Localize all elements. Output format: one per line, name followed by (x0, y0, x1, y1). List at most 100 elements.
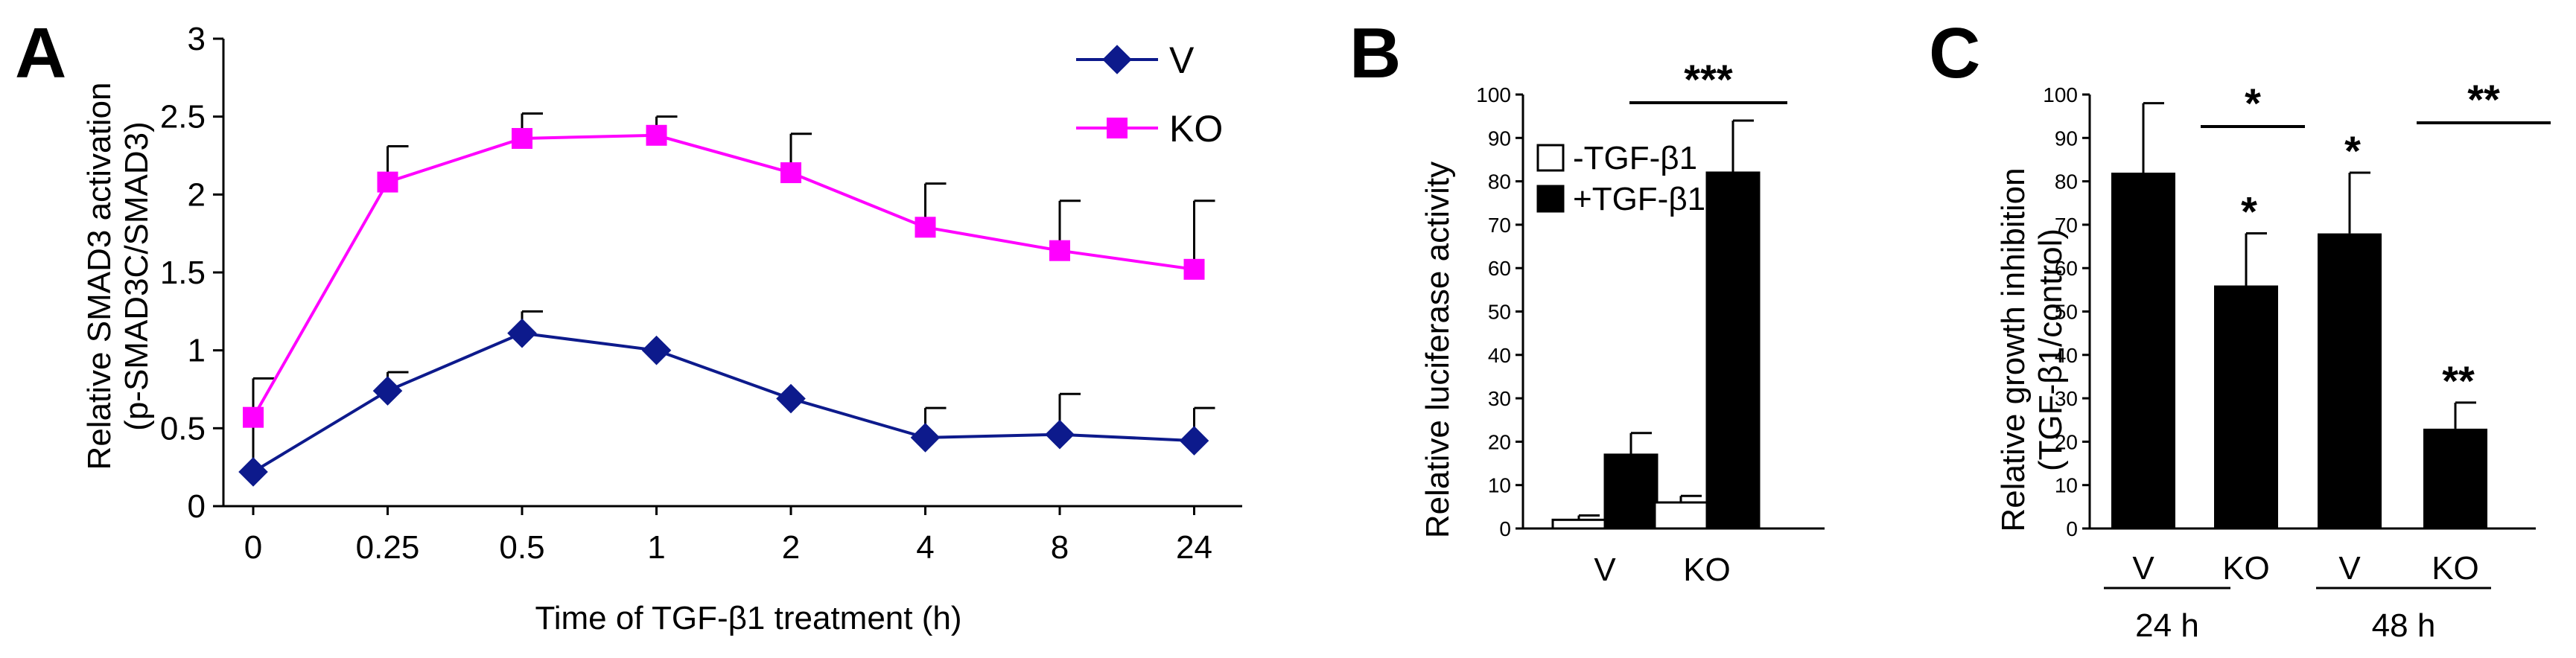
panel-a-xtick-label: 2 (782, 529, 800, 566)
panel-c-ytick-label: 10 (2055, 474, 2078, 497)
panel-a-point-v (507, 318, 537, 348)
panel-c-bar-star: * (2241, 188, 2257, 235)
panel-b-ytick-label: 80 (1488, 170, 1511, 194)
panel-a-point-ko (915, 217, 936, 238)
panel-a-point-ko (1183, 258, 1205, 280)
panel-c-ytick-label: 70 (2055, 214, 2078, 237)
panel-a-point-v (910, 423, 941, 453)
panel-a-legend: V KO (1076, 39, 1223, 150)
panel-a-point-v (1179, 426, 1209, 456)
panel-c-ytick-label: 60 (2055, 257, 2078, 280)
panel-b-ytick-label: 20 (1488, 430, 1511, 453)
panel-a-xtick-label: 8 (1051, 529, 1069, 566)
panel-letter-c: C (1929, 13, 1980, 93)
panel-a-point-v (238, 457, 268, 487)
panel-a-ytick-label: 2 (188, 176, 206, 213)
legend-v-marker (1102, 45, 1132, 74)
panel-c-ytick-label: 20 (2055, 430, 2078, 453)
panel-c-bar-star: * (2344, 127, 2361, 174)
panel-c-significance-stars: ** (2467, 76, 2500, 123)
panel-b-ytick-label: 10 (1488, 474, 1511, 497)
panel-a-point-ko (1049, 240, 1070, 261)
panel-b-bar-v-plus (1603, 453, 1659, 530)
panel-b-ytick-label: 40 (1488, 344, 1511, 367)
legend-plus-tgf-box (1536, 185, 1565, 213)
panel-c-category-label: V (2132, 550, 2154, 587)
panel-b-bar-v-minus (1551, 518, 1606, 530)
panel-a-xtick-label: 0.25 (356, 529, 420, 566)
panel-c-ytick-label: 80 (2055, 170, 2078, 194)
panel-a-ytick-label: 0.5 (160, 410, 206, 447)
panel-b-legend: -TGF-β1 +TGF-β1 (1536, 140, 1705, 217)
panel-c-significance-stars: * (2245, 80, 2261, 127)
panel-a-series-v-line (252, 331, 1195, 473)
panel-b-ytick-label: 0 (1499, 517, 1511, 540)
panel-a-ytick-label: 1 (188, 333, 206, 369)
panel-b-ytick-label: 30 (1488, 387, 1511, 410)
panel-b-ytick-label: 60 (1488, 257, 1511, 280)
panel-c-bar-star: ** (2442, 357, 2475, 404)
legend-ko-label: KO (1169, 108, 1223, 150)
panel-a-xtick-label: 0 (244, 529, 262, 566)
panel-b-ytick-label: 70 (1488, 214, 1511, 237)
panel-c-category-label: V (2338, 550, 2361, 587)
panel-letter-b: B (1349, 13, 1401, 93)
panel-c-bar-ko (2214, 285, 2278, 528)
legend-v-label: V (1169, 39, 1195, 81)
panel-a-ylabel-line2: (p-SMAD3C/SMAD3) (118, 121, 155, 431)
panel-c-group-label: 48 h (2372, 607, 2436, 644)
panel-c-category-label: KO (2222, 550, 2270, 587)
panel-a-ytick-label: 1.5 (160, 255, 206, 291)
panel-c-ytick-label: 50 (2055, 301, 2078, 324)
panel-a-xlabel: Time of TGF-β1 treatment (h) (535, 600, 962, 636)
panel-a-point-v (641, 335, 672, 365)
panel-c-bar-v (2318, 233, 2382, 528)
panel-a-line-chart: 00.511.522.53 0 0.25 0.5 1 2 4 8 24 Relative SM… (81, 21, 1242, 636)
panel-a-ylabel-line1: Relative SMAD3 activation (81, 83, 118, 470)
panel-a-point-v (1045, 419, 1075, 450)
panel-b-significance-stars: *** (1684, 56, 1733, 103)
legend-ko-marker (1107, 118, 1128, 138)
panel-c-ylabel-line1: Relative growth inhibition (1995, 167, 2032, 531)
panel-c-ytick-label: 0 (2066, 517, 2078, 540)
panel-a-point-ko (243, 406, 264, 428)
panel-a-ytick-label: 0 (188, 488, 206, 525)
panel-b-ytick-label: 90 (1488, 127, 1511, 150)
panel-c-bar-v (2111, 172, 2175, 528)
panel-a-ytick-label: 2.5 (160, 99, 206, 135)
panel-a-point-ko (377, 171, 398, 193)
panel-a-point-ko (646, 124, 667, 146)
panel-a-xtick-label: 1 (647, 529, 665, 566)
panel-a-point-v (776, 383, 806, 414)
panel-b-category-label: KO (1683, 552, 1731, 588)
legend-minus-tgf-label: -TGF-β1 (1573, 140, 1697, 176)
panel-b-category-label: V (1594, 552, 1616, 588)
panel-b-bar-ko-minus (1653, 501, 1708, 530)
panel-b-bar-ko-plus (1705, 171, 1761, 530)
panel-a-xtick-label: 4 (916, 529, 934, 566)
panel-c-ytick-label: 100 (2043, 83, 2078, 106)
panel-b-ylabel: Relative luciferase activity (1419, 162, 1456, 538)
panel-a-point-ko (512, 127, 532, 149)
panel-b-ytick-label: 100 (1476, 83, 1511, 106)
panel-c-category-label: KO (2432, 550, 2479, 587)
panel-a-point-ko (780, 162, 801, 184)
legend-minus-tgf-box (1536, 144, 1565, 172)
panel-b-ytick-label: 50 (1488, 301, 1511, 324)
panel-c-ytick-label: 40 (2055, 344, 2078, 367)
panel-c-ytick-label: 90 (2055, 127, 2078, 150)
panel-c-bar-ko (2423, 428, 2487, 528)
panel-b-bar-chart: 0 10 20 30 40 50 60 70 80 90 100 V KO Relative luci… (1419, 56, 1825, 588)
panel-letter-a: A (15, 13, 66, 93)
panel-a-ytick-label: 3 (188, 21, 206, 57)
panel-a-xtick-label: 0.5 (499, 529, 544, 566)
panel-c-ytick-label: 30 (2055, 387, 2078, 410)
panel-c-group-label: 24 h (2135, 607, 2199, 644)
panel-a-point-v (372, 376, 403, 406)
panel-c-ylabel-line2: (TGF-β1/control) (2032, 229, 2069, 471)
panel-a-xtick-label: 24 (1176, 529, 1212, 566)
legend-plus-tgf-label: +TGF-β1 (1573, 181, 1705, 217)
panel-a-series-ko-line (252, 133, 1195, 418)
